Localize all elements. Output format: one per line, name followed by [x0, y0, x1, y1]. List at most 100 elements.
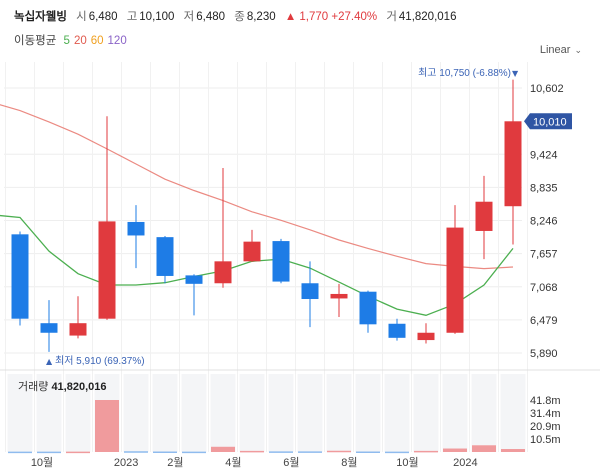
x-tick-label: 2024 — [453, 457, 477, 469]
price-tick-label: 6,479 — [530, 315, 558, 327]
volume-bg-column — [384, 374, 410, 452]
candle-body — [330, 293, 348, 299]
high-label: 고 — [126, 11, 138, 23]
ma-legend-item[interactable]: 60 — [90, 35, 104, 47]
price-tick-label: 8,835 — [530, 182, 558, 194]
x-tick-label: 10월 — [31, 456, 53, 469]
candle-body — [272, 241, 290, 282]
x-tick-label: 10월 — [396, 456, 418, 469]
candle[interactable] — [330, 283, 348, 318]
down-triangle-icon: ▼ — [512, 69, 519, 78]
current-price-tag — [524, 113, 572, 130]
volume-bar[interactable] — [240, 450, 264, 453]
scale-mode-dropdown[interactable]: Linear ⌄ — [540, 44, 582, 56]
close-value: 8,230 — [246, 11, 276, 23]
ma-legend-item[interactable]: 20 — [73, 35, 87, 47]
candle[interactable] — [185, 274, 203, 316]
volume-panel-value: 41,820,016 — [51, 381, 107, 393]
candle-body — [417, 332, 435, 341]
candle[interactable] — [98, 116, 116, 320]
price-tick-label: 9,424 — [530, 149, 558, 161]
volume-tick-label: 31.4m — [530, 408, 561, 420]
close-label: 종 — [234, 11, 245, 23]
low-label: 저 — [183, 11, 195, 23]
price-tick-label: 7,657 — [530, 249, 558, 261]
volume-bar[interactable] — [37, 451, 61, 454]
volume-bg-column — [326, 374, 352, 452]
volume-bg-column — [355, 374, 381, 452]
stock-name: 녹십자웰빙 — [14, 11, 67, 23]
volume-bg-column — [442, 374, 468, 452]
volume-bg-column — [297, 374, 323, 452]
volume-bg-column — [181, 374, 207, 452]
volume-bar[interactable] — [66, 451, 90, 454]
candle[interactable] — [475, 175, 493, 260]
volume-bg-column — [36, 374, 62, 452]
candle[interactable] — [417, 323, 435, 344]
low-value: 6,480 — [196, 11, 226, 23]
volume-bg-column — [268, 374, 294, 452]
ma-legend-item[interactable]: 120 — [107, 35, 127, 47]
x-tick-label: 6월 — [283, 456, 299, 469]
volume-bar[interactable] — [153, 451, 177, 454]
volume-bar[interactable] — [269, 451, 293, 453]
max-price-annotation: 최고 10,750 (-6.88%) — [418, 67, 511, 79]
candle-body — [98, 221, 116, 319]
chevron-down-icon: ⌄ — [574, 45, 582, 55]
volume-bar[interactable] — [356, 451, 380, 454]
candle-body — [127, 221, 145, 236]
candle[interactable] — [40, 300, 58, 352]
candle-body — [156, 237, 174, 276]
candle[interactable] — [69, 296, 87, 339]
volume-bar[interactable] — [298, 451, 322, 453]
candle[interactable] — [11, 231, 29, 326]
stock-header: 녹십자웰빙 시 6,480 고 10,100 저 6,480 종 8,230 ▲ 1,7… — [14, 8, 462, 26]
ma20-line — [0, 104, 514, 270]
volume-panel-label: 거래량 41,820,016 — [18, 378, 107, 394]
candle[interactable] — [446, 205, 464, 334]
volume-bar[interactable] — [443, 448, 467, 452]
moving-average-legend[interactable]: 이동평균 5 20 60 120 — [14, 32, 131, 48]
x-tick-label: 2023 — [114, 457, 138, 469]
volume-value: 41,820,016 — [398, 11, 457, 23]
volume-bg-column — [239, 374, 265, 452]
price-tick-label: 8,246 — [530, 216, 558, 228]
high-value: 10,100 — [139, 11, 175, 23]
candle-body — [446, 227, 464, 333]
volume-bar[interactable] — [327, 450, 351, 453]
volume-bg-column — [65, 374, 91, 452]
volume-label: 거 — [386, 11, 397, 23]
volume-bar[interactable] — [501, 449, 525, 452]
current-price-label: 10,010 — [533, 116, 567, 128]
x-tick-label: 4월 — [225, 456, 241, 469]
volume-bar[interactable] — [414, 450, 438, 453]
volume-bar[interactable] — [472, 445, 496, 452]
candle[interactable] — [388, 318, 406, 341]
ma-legend-label: 이동평균 — [14, 35, 57, 47]
price-tick-label: 10,602 — [530, 83, 564, 95]
volume-bar[interactable] — [182, 451, 206, 454]
candle[interactable] — [214, 167, 232, 288]
candle-body — [214, 261, 232, 284]
candle[interactable] — [272, 238, 290, 284]
candle[interactable] — [127, 205, 145, 269]
candle[interactable] — [243, 229, 261, 262]
volume-bar[interactable] — [211, 446, 235, 452]
volume-bar[interactable] — [95, 400, 119, 452]
candle[interactable] — [504, 79, 522, 245]
volume-bar[interactable] — [8, 451, 32, 454]
volume-tick-label: 41.8m — [530, 395, 561, 407]
up-triangle-icon: ▲ — [46, 357, 53, 366]
volume-bg-column — [210, 374, 236, 452]
candle-body — [11, 234, 29, 319]
min-price-annotation: 최저 5,910 (69.37%) — [55, 355, 145, 367]
open-value: 6,480 — [88, 11, 118, 23]
price-tick-label: 7,068 — [530, 282, 558, 294]
volume-bar[interactable] — [124, 451, 148, 453]
candle[interactable] — [156, 236, 174, 284]
candle[interactable] — [359, 290, 377, 333]
ma-legend-item[interactable]: 5 — [63, 35, 70, 47]
candle[interactable] — [301, 261, 319, 328]
volume-bar[interactable] — [385, 451, 409, 454]
